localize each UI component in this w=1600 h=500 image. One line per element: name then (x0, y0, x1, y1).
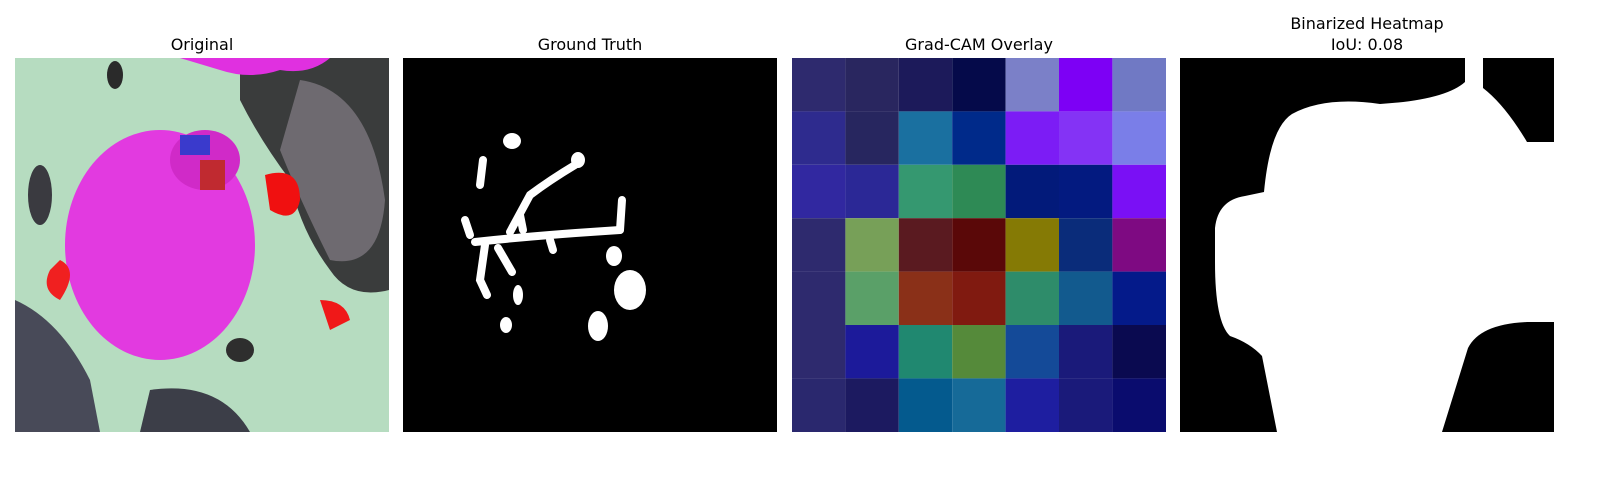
original-image (15, 58, 389, 432)
panel-title: Grad-CAM Overlay (905, 35, 1053, 54)
panel-title: Binarized Heatmap (1290, 14, 1443, 33)
panel-title: Original (171, 35, 234, 54)
panel-subtitle: IoU: 0.08 (1331, 35, 1403, 54)
panel-title: Ground Truth (538, 35, 643, 54)
binarized-heatmap (1180, 58, 1554, 432)
gradcam-overlay (792, 58, 1166, 432)
ground-truth-mask (403, 58, 777, 432)
